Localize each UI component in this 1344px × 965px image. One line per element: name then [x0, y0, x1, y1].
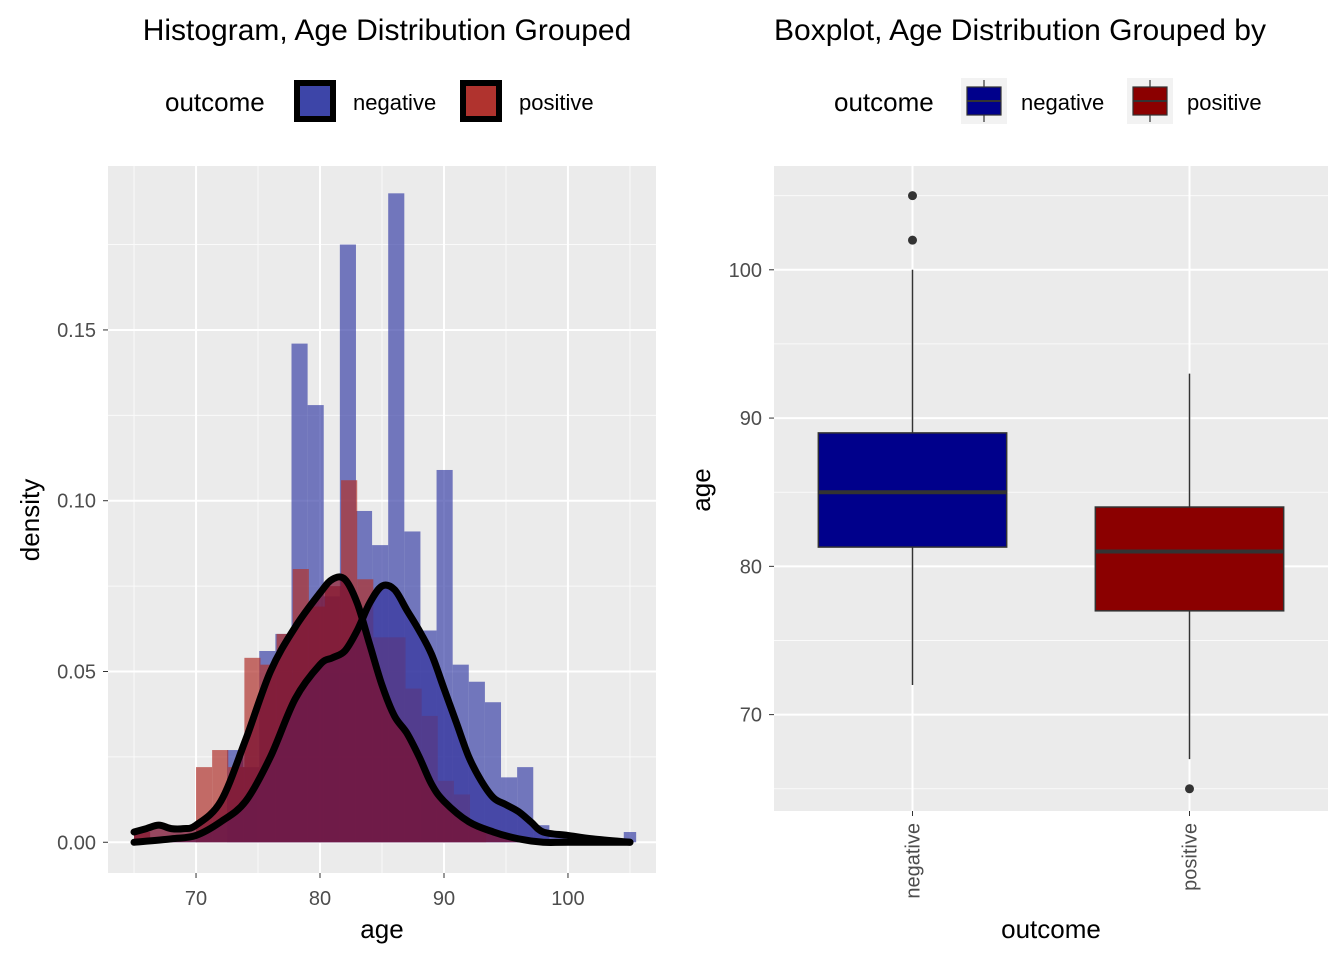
boxplot-y-tick-label: 70	[740, 705, 762, 727]
histogram-legend: outcome negative positive	[165, 80, 594, 122]
histogram-y-tick-label: 0.15	[57, 320, 96, 342]
histogram-x-tick-label: 100	[551, 888, 584, 910]
histogram-tick-labels: 70 80 90 100 0.00 0.05 0.10 0.15	[57, 320, 585, 910]
histogram-y-tick-label: 0.05	[57, 661, 96, 683]
boxplot-outlier-negative	[908, 191, 917, 201]
boxplot-legend-key-negative	[961, 78, 1007, 124]
boxplot-x-tick-label: negative	[903, 823, 925, 899]
histogram-legend-key-positive	[460, 80, 502, 122]
boxplot-legend-label-negative: negative	[1021, 90, 1104, 115]
histogram-bar-negative	[623, 832, 637, 843]
boxplot-outlier-negative	[908, 235, 917, 245]
histogram-density-curves	[130, 573, 634, 847]
histogram-title: Histogram, Age Distribution Grouped	[143, 14, 632, 47]
density-curve-positive	[130, 573, 634, 847]
boxplot-chart: Boxplot, Age Distribution Grouped by out…	[686, 14, 1328, 944]
histogram-legend-label-negative: negative	[353, 90, 436, 115]
histogram-y-tick-label: 0.00	[57, 832, 96, 854]
histogram-legend-title: outcome	[165, 87, 265, 117]
boxplot-x-tick-label: positive	[1180, 823, 1202, 891]
boxplot-y-tick-label: 90	[740, 408, 762, 430]
boxplot-title: Boxplot, Age Distribution Grouped by	[774, 14, 1266, 47]
boxplot-legend-label-positive: positive	[1187, 90, 1262, 115]
density-curve-negative	[130, 581, 634, 846]
boxplot-legend-key-positive	[1127, 78, 1173, 124]
histogram-legend-key-negative	[294, 80, 336, 122]
histogram-x-tick-label: 80	[309, 888, 331, 910]
histogram-legend-label-positive: positive	[519, 90, 594, 115]
histogram-x-tick-label: 70	[185, 888, 207, 910]
histogram-x-tick-label: 90	[433, 888, 455, 910]
histogram-y-tick-label: 0.10	[57, 491, 96, 513]
boxplot-outlier-positive	[1185, 784, 1194, 794]
histogram-x-axis-label: age	[360, 914, 403, 944]
boxplot-boxes	[817, 191, 1285, 794]
boxplot-y-tick-label: 100	[729, 260, 762, 282]
boxplot-x-axis-label: outcome	[1001, 914, 1101, 944]
boxplot-y-tick-label: 80	[740, 556, 762, 578]
boxplot-box-negative	[817, 432, 1008, 548]
boxplot-tick-labels: 70 80 90 100 negative positive	[729, 260, 1202, 899]
boxplot-legend-title: outcome	[834, 87, 934, 117]
histogram-y-axis-label: density	[15, 479, 45, 561]
boxplot-legend: outcome negative positive	[834, 78, 1262, 124]
boxplot-box-positive	[1094, 506, 1285, 612]
boxplot-y-axis-label: age	[686, 468, 716, 511]
histogram-chart: Histogram, Age Distribution Grouped outc…	[15, 14, 656, 944]
